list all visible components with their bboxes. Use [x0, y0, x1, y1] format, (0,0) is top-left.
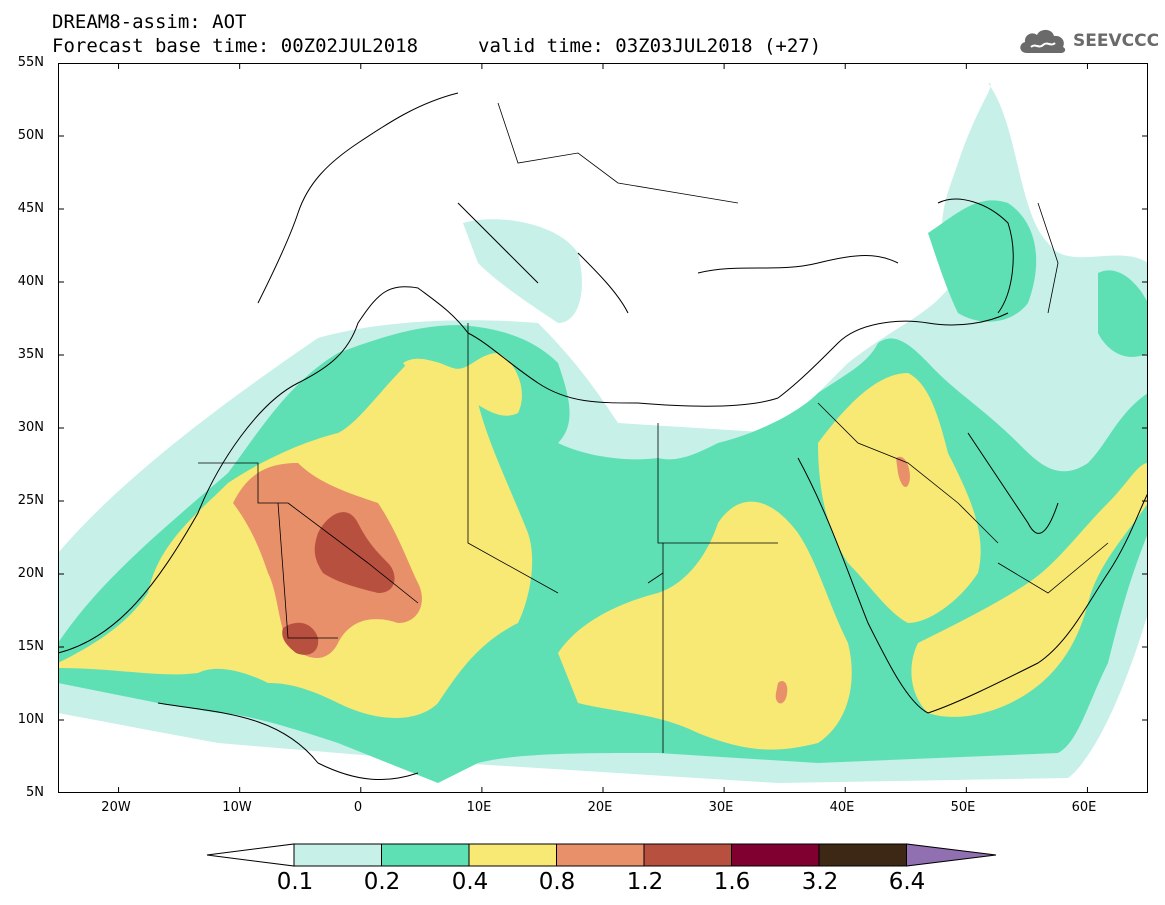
colorbar-label: 0.2 — [363, 869, 401, 895]
country-borders — [198, 102, 1109, 753]
coastlines — [58, 92, 1148, 780]
lon-label: 60E — [1071, 800, 1097, 815]
lon-label: 20E — [587, 800, 613, 815]
colorbar-arrow-high — [906, 843, 997, 867]
lat-label: 25N — [17, 493, 44, 508]
colorbar-cell — [381, 843, 470, 867]
colorbar-cell — [818, 843, 907, 867]
lon-label: 30E — [708, 800, 734, 815]
colorbar-cell — [643, 843, 732, 867]
valid-time: valid time: 03Z03JUL2018 (+27) — [478, 35, 822, 57]
lat-label: 20N — [17, 566, 44, 581]
logo-text: SEEVCCC — [1073, 31, 1160, 51]
lat-label: 55N — [17, 55, 44, 70]
colorbar-label: 1.2 — [626, 869, 664, 895]
colorbar-cell — [468, 843, 557, 867]
lon-label: 40E — [829, 800, 855, 815]
lat-label: 45N — [17, 201, 44, 216]
colorbar-cell — [731, 843, 820, 867]
colorbar-cell — [556, 843, 645, 867]
lon-label: 50E — [950, 800, 976, 815]
lat-label: 50N — [17, 128, 44, 143]
colorbar-arrow-low — [206, 843, 295, 867]
colorbar-label: 1.6 — [713, 869, 751, 895]
colorbar-label: 3.2 — [801, 869, 839, 895]
lat-label: 5N — [26, 785, 44, 800]
lon-label: 10E — [466, 800, 492, 815]
colorbar-label: 0.8 — [538, 869, 576, 895]
lat-label: 40N — [17, 274, 44, 289]
colorbar-cell — [293, 843, 382, 867]
forecast-base-time: Forecast base time: 00Z02JUL2018 — [52, 35, 419, 57]
colorbar-label: 0.1 — [276, 869, 314, 895]
map-panel — [58, 63, 1148, 793]
lat-label: 35N — [17, 347, 44, 362]
aot-map — [58, 63, 1148, 793]
map-frame — [58, 63, 1148, 793]
colorbar-label: 0.4 — [451, 869, 489, 895]
cloud-icon — [1020, 29, 1066, 53]
colorbar — [206, 843, 997, 867]
lon-label: 10W — [222, 800, 252, 815]
lon-label: 0 — [353, 800, 363, 815]
map-title: DREAM8-assim: AOT — [52, 11, 247, 33]
lat-label: 30N — [17, 420, 44, 435]
lat-label: 15N — [17, 639, 44, 654]
lat-label: 10N — [17, 712, 44, 727]
colorbar-label: 6.4 — [888, 869, 926, 895]
seevccc-logo: SEEVCCC — [1017, 26, 1159, 56]
lon-label: 20W — [101, 800, 131, 815]
